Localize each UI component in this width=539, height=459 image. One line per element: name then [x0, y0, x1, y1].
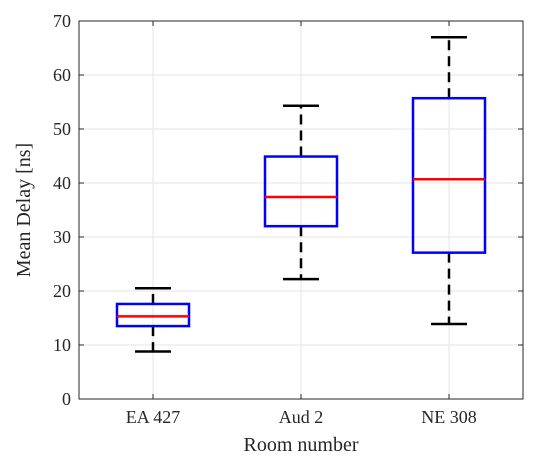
grid-lines	[79, 20, 523, 400]
interquartile-box	[411, 96, 487, 254]
y-tick-label: 10	[53, 335, 71, 355]
tick-labels: 0 10 20 30 40 50 60 70 EA 427 Aud 2 NE 308	[53, 11, 477, 427]
interquartile-box	[263, 155, 339, 228]
box-1	[115, 287, 191, 353]
y-tick-label: 30	[53, 227, 71, 247]
box-2	[263, 104, 339, 281]
x-tick-label: Aud 2	[279, 407, 324, 427]
y-tick-label: 0	[62, 389, 71, 409]
y-tick-label: 50	[53, 119, 71, 139]
y-tick-label: 70	[53, 11, 71, 31]
interquartile-box	[115, 302, 191, 328]
box-3	[411, 35, 487, 326]
plot-frame	[78, 20, 524, 400]
y-tick-label: 20	[53, 281, 71, 301]
x-tick-label: NE 308	[421, 407, 477, 427]
y-tick-label: 60	[53, 65, 71, 85]
y-tick-label: 40	[53, 173, 71, 193]
box-series	[115, 35, 487, 353]
y-axis-label: Mean Delay [ns]	[13, 143, 35, 277]
axes	[78, 20, 524, 400]
x-axis-label: Room number	[244, 434, 359, 456]
x-tick-label: EA 427	[126, 407, 181, 427]
